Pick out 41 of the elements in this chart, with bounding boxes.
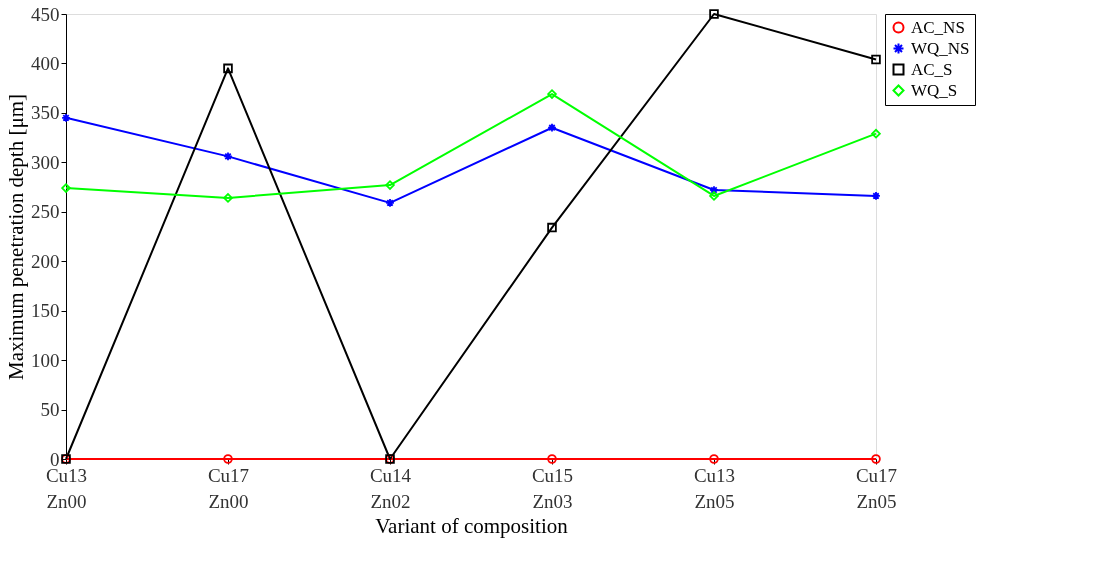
- point: [709, 9, 719, 19]
- x-axis-title: Variant of composition: [375, 513, 569, 538]
- point: [223, 193, 233, 203]
- point: [223, 454, 233, 464]
- legend-label: AC_S: [911, 59, 953, 79]
- point: [871, 128, 881, 139]
- y-tick-label: 100: [31, 349, 60, 371]
- point: [61, 183, 71, 193]
- y-tick-label: 0: [50, 448, 60, 470]
- point: [709, 454, 719, 464]
- y-tick-label: 50: [40, 399, 60, 421]
- x-tick-label: Cu17 Zn00: [207, 464, 250, 512]
- point: [223, 63, 233, 74]
- point: [547, 89, 557, 99]
- y-tick-label: 350: [31, 102, 60, 124]
- point: [709, 191, 719, 201]
- x-tick-label: Cu15 Zn03: [531, 464, 574, 512]
- point: [547, 122, 557, 133]
- point: [61, 113, 71, 123]
- point: [871, 454, 881, 464]
- legend-label: WQ_S: [911, 80, 958, 100]
- point: [223, 151, 233, 162]
- y-tick-label: 450: [31, 3, 60, 25]
- legend-label: WQ_NS: [911, 38, 970, 58]
- point: [547, 222, 557, 233]
- y-tick-label: 400: [31, 52, 60, 74]
- point: [385, 180, 395, 190]
- y-tick-label: 250: [31, 201, 60, 223]
- y-axis-title: Maximum penetration depth [μm]: [4, 94, 28, 380]
- point: [385, 198, 395, 208]
- x-tick-label: Cu17 Zn05: [855, 464, 898, 512]
- x-tick-label: Cu13 Zn05: [693, 464, 736, 512]
- y-tick-label: 200: [31, 250, 60, 272]
- point: [547, 454, 557, 464]
- y-tick-label: 300: [31, 151, 60, 173]
- point: [871, 54, 881, 65]
- x-tick-label: Cu14 Zn02: [369, 464, 412, 512]
- y-tick-label: 150: [31, 300, 60, 322]
- legend-label: AC_NS: [911, 17, 965, 37]
- point: [871, 191, 881, 201]
- point: [709, 185, 719, 195]
